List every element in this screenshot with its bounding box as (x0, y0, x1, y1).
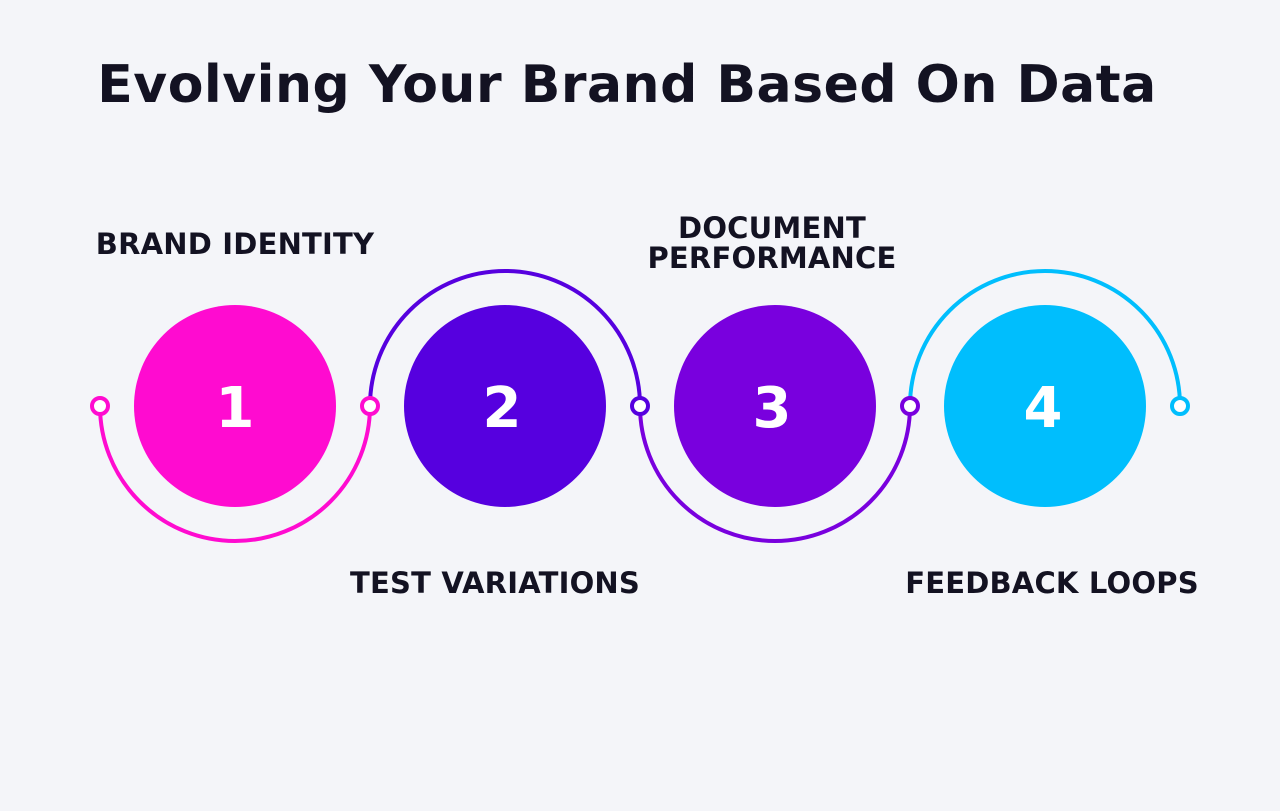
step-3-label: DOCUMENT PERFORMANCE (647, 213, 896, 273)
connector-node-4 (900, 396, 920, 416)
step-4-label: FEEDBACK LOOPS (905, 566, 1199, 600)
step-4-number: 4 (1024, 376, 1063, 441)
step-2-circle (404, 305, 606, 507)
step-2-arc (368, 269, 642, 407)
step-1-number: 1 (216, 376, 255, 441)
step-4-arc (908, 269, 1182, 407)
connector-node-3 (630, 396, 650, 416)
step-1-arc (98, 405, 372, 543)
connector-node-2 (360, 396, 380, 416)
step-1-label: BRAND IDENTITY (95, 227, 375, 261)
step-2-label: TEST VARIATIONS (350, 566, 640, 600)
step-1-circle (134, 305, 336, 507)
step-3-label-line-1: DOCUMENT (678, 211, 866, 245)
connector-node-5 (1170, 396, 1190, 416)
connector-node-1 (90, 396, 110, 416)
step-3-number: 3 (753, 376, 792, 441)
step-2-number: 2 (483, 376, 522, 441)
step-3-label-line-2: PERFORMANCE (647, 241, 897, 275)
step-3-circle (674, 305, 876, 507)
step-4-circle (944, 305, 1146, 507)
page-title: Evolving Your Brand Based On Data (97, 55, 1157, 115)
step-3-arc (638, 405, 912, 543)
